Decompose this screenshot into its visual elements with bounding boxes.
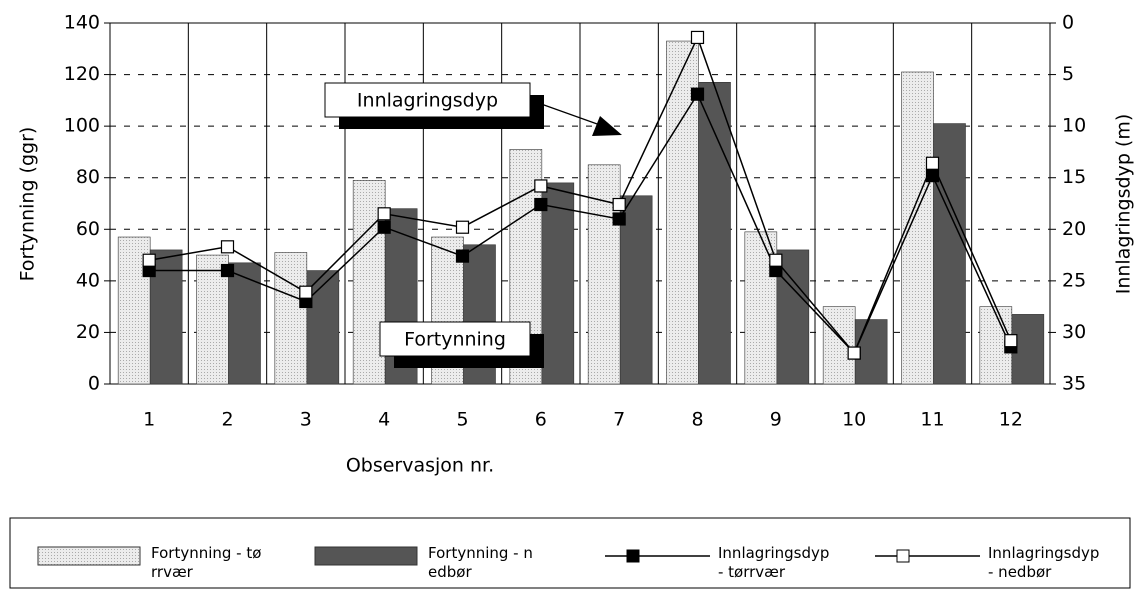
- bar: [274, 252, 308, 385]
- marker: [455, 249, 470, 263]
- y-tick-label: 60: [76, 218, 100, 240]
- marker: [534, 197, 548, 212]
- annotation-box: [379, 321, 531, 357]
- legend-box: [9, 517, 1131, 589]
- legend-item: Innlagringsdyp- tørrvær: [718, 544, 830, 581]
- y2-tick-label: 20: [1062, 218, 1086, 240]
- marker: [925, 156, 940, 170]
- bar: [541, 182, 575, 385]
- marker: [142, 253, 156, 267]
- y2-tick-label: 10: [1062, 115, 1086, 137]
- line: [149, 92, 1012, 355]
- x-tick-label: 6: [535, 409, 547, 431]
- annotation-arrowhead: [592, 116, 622, 136]
- y-tick-label: 20: [76, 321, 100, 343]
- marker: [534, 179, 548, 193]
- x-axis-label: Observasjon nr.: [346, 455, 494, 477]
- y-axis-label: Fortynning (ggr): [17, 127, 39, 282]
- legend-item: Innlagringsdyp - nedbør: [988, 544, 1100, 581]
- annotation-box: [324, 82, 531, 118]
- x-tick-label: 9: [770, 409, 782, 431]
- bar: [619, 195, 653, 385]
- x-tick-label: 3: [300, 409, 312, 431]
- bar: [822, 306, 856, 385]
- bar: [901, 71, 934, 385]
- marker: [220, 263, 235, 278]
- x-tick-label: 8: [691, 409, 703, 431]
- y2-tick-label: 15: [1062, 166, 1086, 188]
- marker: [299, 285, 313, 299]
- y-tick-label: 80: [76, 166, 100, 188]
- annotation: Innlagringsdyp: [357, 90, 498, 112]
- marker: [455, 220, 470, 234]
- x-tick-label: 10: [842, 409, 866, 431]
- y2-axis-label: Innlagringsdyp (m): [1113, 114, 1135, 295]
- x-tick-label: 11: [920, 409, 944, 431]
- y-tick-label: 140: [64, 12, 100, 34]
- legend-item: Fortynning - tørrvær: [151, 544, 262, 581]
- y-tick-label: 120: [64, 63, 100, 85]
- marker: [769, 253, 783, 267]
- marker: [690, 30, 705, 45]
- marker: [377, 207, 391, 221]
- y2-tick-label: 0: [1062, 12, 1074, 34]
- line: [149, 35, 1012, 355]
- legend-swatch: [37, 546, 141, 566]
- bar: [698, 82, 731, 385]
- x-tick-label: 2: [221, 409, 233, 431]
- marker: [612, 197, 626, 212]
- x-tick-label: 4: [378, 409, 390, 431]
- marker: [377, 220, 391, 234]
- marker: [220, 240, 235, 254]
- x-tick-label: 5: [456, 409, 468, 431]
- y2-tick-label: 30: [1062, 321, 1086, 343]
- x-tick-label: 7: [613, 409, 625, 431]
- x-tick-label: 1: [143, 409, 155, 431]
- y2-tick-label: 35: [1062, 373, 1086, 395]
- legend-label: Fortynning - tørrvær: [151, 544, 262, 581]
- plot-frame: [109, 22, 1051, 385]
- y-tick-label: 40: [76, 269, 100, 291]
- bar: [228, 262, 261, 385]
- marker: [612, 212, 626, 226]
- legend-marker: [626, 549, 640, 563]
- annotation-arrow: [529, 99, 601, 126]
- legend-swatch: [314, 546, 418, 566]
- legend-item: Fortynning - nedbør: [428, 544, 533, 581]
- y-tick-label: 100: [64, 115, 100, 137]
- marker: [847, 346, 861, 360]
- x-tick-label: 12: [999, 409, 1023, 431]
- y2-tick-label: 25: [1062, 269, 1086, 291]
- annotation: Fortynning: [404, 329, 506, 351]
- legend-marker: [896, 549, 910, 563]
- legend-label: Innlagringsdyp- tørrvær: [718, 544, 830, 581]
- y-tick-label: 0: [88, 373, 100, 395]
- legend-label: Fortynning - nedbør: [428, 544, 533, 581]
- marker: [1004, 334, 1018, 348]
- marker: [690, 87, 705, 101]
- legend-label: Innlagringsdyp - nedbør: [988, 544, 1100, 581]
- y2-tick-label: 5: [1062, 63, 1074, 85]
